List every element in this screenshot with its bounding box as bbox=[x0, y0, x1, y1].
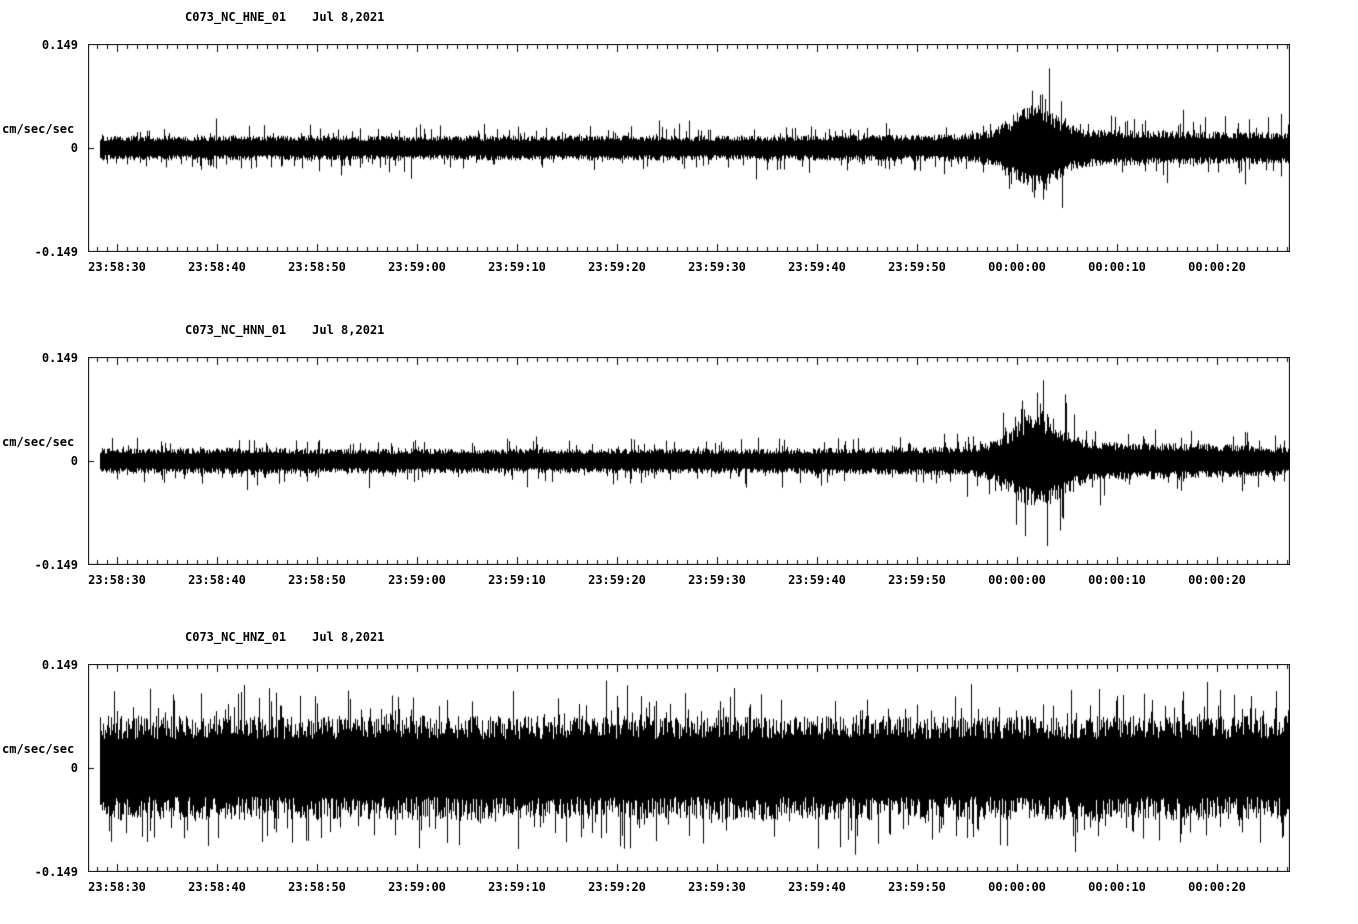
y-axis-unit-label: cm/sec/sec bbox=[2, 742, 75, 756]
y-tick-min: -0.149 bbox=[34, 558, 78, 572]
date-label: Jul 8,2021 bbox=[312, 630, 385, 644]
y-tick-max: 0.149 bbox=[41, 38, 78, 52]
x-tick-label: 23:59:30 bbox=[688, 573, 746, 587]
waveform-panel-hnz: C073_NC_HNZ_01 Jul 8,2021 0.149 cm/sec/se… bbox=[0, 620, 1358, 920]
x-tick-label: 23:58:40 bbox=[188, 880, 246, 894]
x-tick-label: 23:59:10 bbox=[488, 260, 546, 274]
x-tick-label: 23:59:50 bbox=[888, 260, 946, 274]
x-tick-label: 00:00:20 bbox=[1188, 880, 1246, 894]
x-tick-label: 23:59:40 bbox=[788, 260, 846, 274]
x-tick-label: 00:00:00 bbox=[988, 260, 1046, 274]
x-tick-label: 23:59:20 bbox=[588, 260, 646, 274]
station-label: C073_NC_HNZ_01 bbox=[185, 630, 287, 644]
x-tick-label: 23:59:00 bbox=[388, 260, 446, 274]
x-tick-label: 23:58:50 bbox=[288, 880, 346, 894]
x-tick-label: 23:59:00 bbox=[388, 880, 446, 894]
x-tick-label: 00:00:10 bbox=[1088, 880, 1146, 894]
x-tick-label: 23:58:40 bbox=[188, 260, 246, 274]
trace-title: C073_NC_HNE_01 Jul 8,2021 bbox=[185, 10, 384, 24]
station-label: C073_NC_HNE_01 bbox=[185, 10, 287, 24]
x-tick-label: 23:58:50 bbox=[288, 573, 346, 587]
x-tick-label: 23:59:40 bbox=[788, 573, 846, 587]
date-label: Jul 8,2021 bbox=[312, 323, 385, 337]
waveform-canvas bbox=[88, 357, 1290, 565]
x-tick-label: 23:58:30 bbox=[88, 573, 146, 587]
x-tick-label: 23:58:40 bbox=[188, 573, 246, 587]
y-axis-unit-label: cm/sec/sec bbox=[2, 435, 75, 449]
y-tick-zero: 0 bbox=[70, 454, 78, 468]
trace-title: C073_NC_HNZ_01 Jul 8,2021 bbox=[185, 630, 384, 644]
x-tick-label: 23:59:30 bbox=[688, 260, 746, 274]
date-label: Jul 8,2021 bbox=[312, 10, 385, 24]
x-tick-label: 23:58:30 bbox=[88, 880, 146, 894]
x-tick-label: 00:00:10 bbox=[1088, 260, 1146, 274]
waveform-panel-hne: C073_NC_HNE_01 Jul 8,2021 0.149 cm/sec/se… bbox=[0, 0, 1358, 300]
y-tick-zero: 0 bbox=[70, 761, 78, 775]
x-tick-label: 00:00:00 bbox=[988, 880, 1046, 894]
x-tick-label: 00:00:20 bbox=[1188, 573, 1246, 587]
waveform-canvas bbox=[88, 664, 1290, 872]
y-tick-max: 0.149 bbox=[41, 351, 78, 365]
trace-title: C073_NC_HNN_01 Jul 8,2021 bbox=[185, 323, 384, 337]
x-tick-label: 23:59:30 bbox=[688, 880, 746, 894]
y-axis-unit-label: cm/sec/sec bbox=[2, 122, 75, 136]
x-tick-label: 23:59:00 bbox=[388, 573, 446, 587]
x-tick-label: 00:00:10 bbox=[1088, 573, 1146, 587]
x-tick-label: 23:59:10 bbox=[488, 573, 546, 587]
x-tick-label: 23:59:20 bbox=[588, 573, 646, 587]
waveform-panel-hnn: C073_NC_HNN_01 Jul 8,2021 0.149 cm/sec/se… bbox=[0, 313, 1358, 613]
y-tick-min: -0.149 bbox=[34, 865, 78, 879]
x-tick-label: 00:00:00 bbox=[988, 573, 1046, 587]
y-tick-zero: 0 bbox=[70, 141, 78, 155]
x-tick-label: 23:59:10 bbox=[488, 880, 546, 894]
station-label: C073_NC_HNN_01 bbox=[185, 323, 287, 337]
x-tick-label: 23:59:50 bbox=[888, 573, 946, 587]
waveform-canvas bbox=[88, 44, 1290, 252]
x-tick-label: 00:00:20 bbox=[1188, 260, 1246, 274]
x-tick-label: 23:58:50 bbox=[288, 260, 346, 274]
x-tick-label: 23:59:50 bbox=[888, 880, 946, 894]
x-tick-label: 23:59:20 bbox=[588, 880, 646, 894]
x-tick-label: 23:59:40 bbox=[788, 880, 846, 894]
y-tick-min: -0.149 bbox=[34, 245, 78, 259]
x-tick-label: 23:58:30 bbox=[88, 260, 146, 274]
y-tick-max: 0.149 bbox=[41, 658, 78, 672]
